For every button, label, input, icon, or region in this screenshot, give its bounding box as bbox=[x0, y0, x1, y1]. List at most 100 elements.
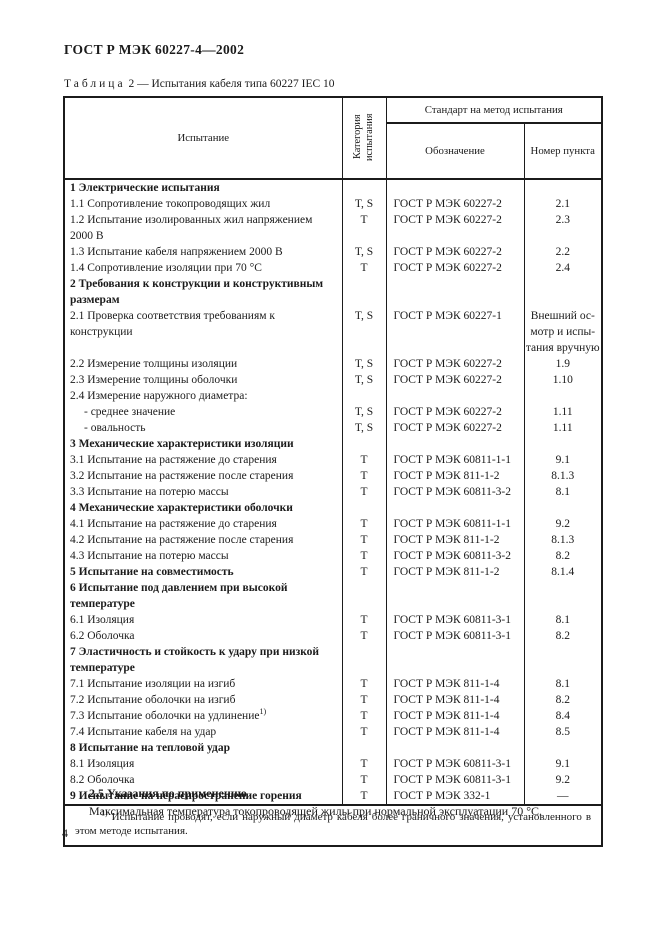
cell-clause bbox=[523, 179, 603, 196]
cell-clause bbox=[523, 580, 603, 612]
cell-name: 3.2 Испытание на растяжение после старен… bbox=[63, 468, 343, 484]
column-header-clause: Номер пункта bbox=[523, 122, 603, 180]
std-line: ГОСТ Р МЭК 60227-2 bbox=[393, 422, 502, 434]
cell-cat bbox=[341, 276, 387, 308]
name-line: 8.2 Оболочка bbox=[70, 774, 135, 786]
cell-cat: T bbox=[341, 532, 387, 548]
std-line: ГОСТ Р МЭК 811-1-4 bbox=[393, 694, 500, 706]
cat-line: T bbox=[360, 550, 368, 562]
cell-name: 1 Электрические испытания bbox=[63, 179, 343, 196]
cell-name: 3.3 Испытание на потерю массы bbox=[63, 484, 343, 500]
cell-clause bbox=[523, 644, 603, 676]
tests-table: Испытание Категория испытания Стандарт н… bbox=[63, 96, 603, 847]
cell-clause: 9.2 bbox=[523, 516, 603, 532]
name-line: 4 Механические характеристики оболочки bbox=[70, 502, 293, 514]
page-number: 4 bbox=[62, 826, 68, 840]
clause-line: 8.5 bbox=[555, 726, 570, 738]
cell-name: 9 Испытание на нераспространение горения bbox=[63, 788, 343, 805]
table-row: 9 Испытание на нераспространение горения… bbox=[63, 788, 603, 805]
tests-table-wrap: Испытание Категория испытания Стандарт н… bbox=[63, 96, 603, 847]
clause-line: 2.3 bbox=[555, 214, 570, 226]
name-line: 7 Эластичность и стойкость к удару при н… bbox=[70, 646, 320, 674]
clause-line: тания вручную bbox=[525, 342, 600, 354]
footnote-cell: 1) Испытание проводят, если наружный диа… bbox=[64, 804, 602, 846]
cell-cat: T bbox=[341, 260, 387, 276]
cat-line: T, S bbox=[354, 310, 374, 322]
table-row: 7.4 Испытание кабеля на удар T ГОСТ Р МЭК … bbox=[63, 724, 603, 740]
cell-clause bbox=[523, 740, 603, 756]
cat-line: T bbox=[360, 454, 368, 466]
cell-std bbox=[385, 740, 525, 756]
cell-name: 4.3 Испытание на потерю массы bbox=[63, 548, 343, 564]
std-line bbox=[387, 388, 524, 404]
cat-line: T bbox=[360, 614, 368, 626]
table-row: 2.2 Измерение толщины изоляции T, S ГОСТ Р… bbox=[63, 356, 603, 372]
cat-line: T bbox=[360, 678, 368, 690]
cell-std: ГОСТ Р МЭК 60227-1 bbox=[385, 308, 525, 356]
cell-clause: 8.1.3 bbox=[523, 468, 603, 484]
clause-line: 2.2 bbox=[555, 246, 570, 258]
clause-line: 8.1.3 bbox=[551, 534, 575, 546]
std-line: ГОСТ Р МЭК 332-1 bbox=[393, 790, 491, 802]
cell-name: 1.2 Испытание изолированных жил напряжен… bbox=[63, 212, 343, 244]
cell-name: 7 Эластичность и стойкость к удару при н… bbox=[63, 644, 343, 676]
cell-clause bbox=[523, 500, 603, 516]
table-row: 8.1 Изоляция T ГОСТ Р МЭК 60811-3-1 9.1 bbox=[63, 756, 603, 772]
name-line: 6 Испытание под давлением при высокой те… bbox=[70, 582, 288, 610]
cell-std bbox=[385, 179, 525, 196]
cell-cat bbox=[341, 179, 387, 196]
table-row: 3.1 Испытание на растяжение до старения T… bbox=[63, 452, 603, 468]
name-line: 2.3 Измерение толщины оболочки bbox=[70, 374, 238, 386]
std-line: ГОСТ Р МЭК 60227-1 bbox=[393, 310, 502, 322]
clause-line bbox=[525, 388, 602, 404]
name-line: 2.1 Проверка соответствия требованиям к … bbox=[70, 310, 275, 338]
cell-cat: T bbox=[341, 612, 387, 628]
cell-cat: T, S bbox=[341, 356, 387, 372]
cell-cat: T bbox=[341, 692, 387, 708]
table-row: 1.1 Сопротивление токопроводящих жил T, S… bbox=[63, 196, 603, 212]
name-line: 2.2 Измерение толщины изоляции bbox=[70, 358, 238, 370]
cell-clause: 8.5 bbox=[523, 724, 603, 740]
name-line: 4.3 Испытание на потерю массы bbox=[70, 550, 229, 562]
cat-line: T, S bbox=[354, 406, 374, 418]
clause-line: мотр и испы- bbox=[530, 326, 596, 338]
name-line: 5 Испытание на совместимость bbox=[70, 566, 234, 578]
clause-line: 8.1.3 bbox=[551, 470, 575, 482]
cell-std: ГОСТ Р МЭК 811-1-4 bbox=[385, 692, 525, 708]
clause-line: 9.2 bbox=[555, 518, 570, 530]
cell-clause bbox=[523, 436, 603, 452]
std-line: ГОСТ Р МЭК 811-1-4 bbox=[393, 710, 500, 722]
footnote-row: 1) Испытание проводят, если наружный диа… bbox=[64, 804, 602, 846]
cell-name: 4 Механические характеристики оболочки bbox=[63, 500, 343, 516]
cell-name: 6.2 Оболочка bbox=[63, 628, 343, 644]
cell-std: ГОСТ Р МЭК 60811-3-2 bbox=[385, 548, 525, 564]
std-line: ГОСТ Р МЭК 811-1-2 bbox=[393, 470, 500, 482]
cell-clause: 1.11 1.11 bbox=[523, 388, 603, 436]
cell-std: ГОСТ Р МЭК 811-1-2 bbox=[385, 468, 525, 484]
cat-line: T bbox=[360, 758, 368, 770]
cell-std: ГОСТ Р МЭК 60227-2 bbox=[385, 260, 525, 276]
cell-cat bbox=[341, 580, 387, 612]
cell-name: 7.1 Испытание изоляции на изгиб bbox=[63, 676, 343, 692]
cell-std: ГОСТ Р МЭК 811-1-4 bbox=[385, 708, 525, 724]
name-line: 8 Испытание на тепловой удар bbox=[70, 742, 230, 754]
footnote-text: Испытание проводят, если наружный диамет… bbox=[75, 811, 592, 837]
cat-line: T, S bbox=[354, 374, 374, 386]
name-line: 1 Электрические испытания bbox=[70, 182, 220, 194]
cell-cat: T, S T, S bbox=[341, 388, 387, 436]
cell-clause: 9.2 bbox=[523, 772, 603, 788]
name-line: 7.4 Испытание кабеля на удар bbox=[70, 726, 217, 738]
cell-clause: 8.2 bbox=[523, 548, 603, 564]
cat-line: T bbox=[360, 470, 368, 482]
table-row: 4.3 Испытание на потерю массы T ГОСТ Р МЭК… bbox=[63, 548, 603, 564]
clause-line: 8.4 bbox=[555, 710, 570, 722]
name-line: - среднее значение bbox=[84, 406, 176, 418]
cell-clause: 8.4 bbox=[523, 708, 603, 724]
cell-clause: 2.2 bbox=[523, 244, 603, 260]
name-line: - овальность bbox=[84, 422, 146, 434]
cell-cat bbox=[341, 740, 387, 756]
cell-std: ГОСТ Р МЭК 60811-3-2 bbox=[385, 484, 525, 500]
cell-std: ГОСТ Р МЭК 811-1-2 bbox=[385, 532, 525, 548]
clause-line: Внешний ос- bbox=[530, 310, 595, 322]
